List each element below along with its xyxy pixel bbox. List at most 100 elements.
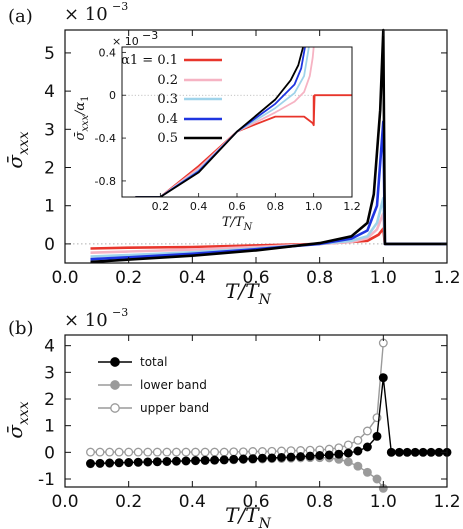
panel-b-marker-2 [229, 447, 239, 457]
inset-legend: α1 = 0.1 0.2 0.3 0.4 0.5 [121, 53, 222, 146]
panel-b-marker-2 [152, 447, 162, 457]
panel-a-xlabel-main: T/T [225, 279, 260, 303]
panel-a-ytick-label: 3 [44, 120, 55, 140]
panel-b-marker-0 [171, 456, 181, 466]
inset-ytick-label: -0.8 [95, 175, 116, 188]
panel-b-marker-0 [181, 456, 191, 466]
panel-b-marker-0 [267, 453, 277, 463]
panel-a-xlabel-sub: N [258, 292, 272, 308]
panel-b-marker-0 [410, 447, 420, 457]
panel-b-xlabel-sub: N [258, 516, 272, 529]
inset-ylabel-sub: xxx [80, 115, 91, 132]
panel-b-marker-2 [95, 447, 105, 457]
panel-b-legend: total lower band upper band [98, 355, 209, 415]
inset-ytick-label: -0.4 [95, 132, 116, 145]
inset-ylabel: σ̄xxx/α1 [73, 96, 91, 141]
inset-series-group [135, 47, 352, 197]
panel-b-marker-0 [248, 454, 258, 464]
inset-xlabel: T/TN [222, 215, 253, 233]
panel-b-marker-2 [210, 447, 220, 457]
panel-b-marker-0 [362, 442, 372, 452]
legend-a-label-2: 0.3 [157, 92, 178, 107]
panel-b-marker-0 [238, 454, 248, 464]
panel-b-marker-0 [343, 448, 353, 458]
panel-a-series-4 [90, 28, 447, 264]
panel-b-ytick-label: 4 [44, 337, 55, 357]
panel-b-scale: × 10 −3 [64, 306, 128, 331]
inset-xtick-label: 1.2 [343, 200, 361, 213]
inset-xtick-label: 0.4 [190, 200, 208, 213]
panel-b-marker-0 [315, 451, 325, 460]
panel-b-ylabel-main: σ̄ [3, 424, 27, 439]
panel-b-marker-2 [143, 447, 153, 457]
panel-a-xtick-label: 0.6 [242, 268, 269, 288]
inset-xtick-label: 0.6 [228, 200, 246, 213]
inset-ylabel-tail: /α [73, 102, 88, 117]
legend-b-swatch-marker-0 [110, 357, 120, 367]
panel-b-marker-2 [114, 447, 124, 457]
legend-b-label-0: total [140, 355, 167, 369]
panel-a-ylabel-sub: xxx [16, 131, 32, 155]
panel-a-xtick-label: 0.4 [179, 268, 206, 288]
panel-b-marker-0 [296, 452, 306, 462]
panel-b-xlabel-main: T/T [225, 503, 260, 527]
panel-b-ytick-label: 2 [44, 390, 55, 410]
panel-b-marker-0 [86, 459, 95, 468]
panel-b-marker-2 [353, 435, 363, 445]
panel-b-scale-prefix: × 10 [64, 310, 108, 331]
panel-a-label: (a) [8, 6, 33, 27]
panel-a-ytick-label: 2 [44, 159, 55, 179]
panel-b-marker-2 [171, 447, 181, 457]
panel-b-xtick-label: 1.0 [370, 492, 397, 512]
panel-b-marker-2 [181, 447, 191, 457]
panel-a-scale: × 10 −3 [64, 0, 128, 25]
inset-ytick-label: 0.4 [99, 46, 117, 59]
panel-b-marker-0 [219, 455, 229, 465]
panel-b-marker-1 [362, 467, 372, 477]
panel-b-marker-2 [162, 447, 172, 457]
panel-b-scale-exponent: −3 [112, 306, 128, 319]
inset-xlabel-main: T/T [222, 215, 245, 230]
panel-b-ytick-label: 1 [44, 417, 55, 437]
panel-b-marker-2 [124, 447, 134, 457]
panel-b-marker-2 [248, 447, 258, 456]
legend-b-swatch-marker-1 [110, 380, 120, 390]
panel-b-ytick-label: -1 [38, 470, 55, 490]
panel-b-marker-0 [133, 457, 143, 467]
panel-b-marker-0 [286, 452, 296, 462]
panel-b-marker-2 [362, 426, 372, 436]
panel-a-ylabel-main: σ̄ [3, 154, 27, 169]
inset-axes: 0.2 0.4 0.6 0.8 1.0 1.2 0.4 0 -0.4 -0.8 σ̄xxx/α1 T/… [73, 46, 361, 233]
panel-b-ylabel: σ̄xxx [3, 401, 32, 438]
panel-b-marker-0 [353, 446, 363, 456]
panel-a-xlabel: T/TN [225, 279, 271, 308]
inset-background [90, 38, 366, 216]
panel-b-marker-1 [353, 461, 363, 471]
panel-a-scale-prefix: × 10 [64, 4, 108, 25]
panel-b-ytick-label: 3 [44, 363, 55, 383]
legend-b-label-2: upper band [140, 401, 209, 415]
panel-b-marker-2 [219, 447, 229, 457]
inset-scale-exponent: −3 [142, 29, 158, 42]
panel-b-marker-0 [277, 452, 286, 462]
panel-b-marker-0 [114, 458, 124, 468]
panel-b-marker-0 [210, 455, 220, 465]
legend-b-label-1: lower band [140, 378, 207, 392]
panel-b-marker-0 [426, 447, 436, 457]
inset-ylabel-main: σ̄ [73, 130, 88, 140]
panel-b-marker-0 [305, 451, 315, 461]
legend-a-label-3: 0.4 [157, 112, 178, 127]
inset-ylabel-tail-sub: 1 [80, 96, 91, 102]
panel-b-marker-0 [143, 457, 153, 467]
panel-b-marker-2 [238, 447, 248, 457]
panel-a-scale-exponent: −3 [112, 0, 128, 13]
panel-a-xtick-label: 1.2 [433, 268, 460, 288]
panel-b-marker-0 [386, 447, 396, 457]
panel-b-marker-0 [200, 455, 210, 465]
panel-b-marker-0 [152, 457, 162, 467]
panel-a-xtick-label: 0.2 [115, 268, 142, 288]
panel-a-ytick-label: 1 [44, 197, 55, 217]
panel-b-marker-0 [324, 450, 334, 460]
panel-a-ytick-label: 0 [44, 235, 55, 255]
